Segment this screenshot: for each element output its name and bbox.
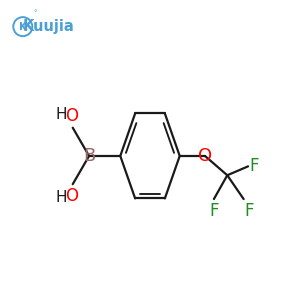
Text: °: °	[34, 10, 37, 16]
Text: K: K	[19, 22, 27, 32]
Text: O: O	[65, 187, 78, 205]
Text: F: F	[244, 202, 254, 220]
Text: O: O	[65, 107, 78, 125]
Text: H: H	[56, 107, 67, 122]
Text: H: H	[56, 190, 67, 205]
Text: B: B	[83, 147, 95, 165]
Text: O: O	[198, 147, 212, 165]
Text: F: F	[250, 157, 260, 175]
Text: Kuujia: Kuujia	[23, 19, 74, 34]
Text: F: F	[209, 202, 219, 220]
